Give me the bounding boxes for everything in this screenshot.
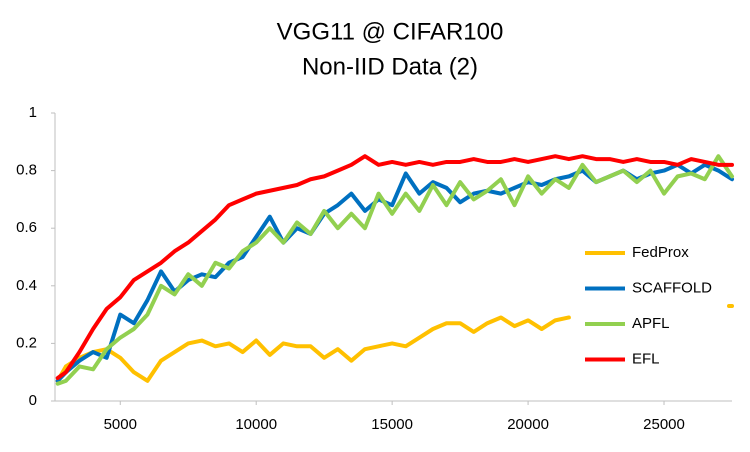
chart-subtitle: Non-IID Data (2)	[302, 53, 478, 80]
x-tick-label: 15000	[371, 416, 413, 433]
legend-label: APFL	[632, 315, 670, 332]
x-tick-label: 20000	[507, 416, 549, 433]
y-tick-label: 1	[29, 104, 37, 121]
x-tick-label: 5000	[104, 416, 137, 433]
x-tick-label: 25000	[643, 416, 685, 433]
y-tick-label: 0.4	[16, 277, 37, 294]
series-line	[55, 154, 734, 380]
series-line	[55, 154, 734, 386]
chart-title: VGG11 @ CIFAR100	[277, 18, 504, 45]
legend-label: FedProx	[632, 244, 689, 261]
legend-label: SCAFFOLD	[632, 279, 712, 296]
y-tick-label: 0.2	[16, 334, 37, 351]
series-line	[55, 303, 734, 383]
y-tick-label: 0.8	[16, 162, 37, 179]
series-line	[55, 162, 734, 383]
y-tick-label: 0.6	[16, 219, 37, 236]
y-tick-label: 0	[29, 392, 37, 409]
x-tick-label: 10000	[235, 416, 277, 433]
legend-label: EFL	[632, 350, 660, 367]
